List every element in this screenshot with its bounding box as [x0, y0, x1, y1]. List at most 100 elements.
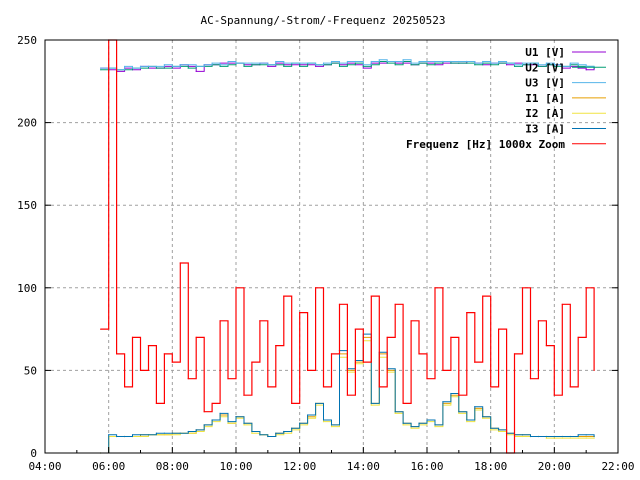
legend-label: U2 [V] [525, 61, 565, 74]
data-point [458, 60, 460, 63]
data-point [330, 353, 333, 355]
data-point [203, 411, 205, 413]
legend-label: I2 [A] [525, 107, 565, 120]
data-point [561, 67, 563, 69]
data-point [426, 378, 428, 380]
data-point [275, 60, 277, 63]
data-point [100, 328, 102, 330]
data-point [235, 62, 237, 64]
x-tick-label: 18:00 [474, 460, 507, 473]
data-point [513, 65, 516, 68]
data-point [163, 64, 165, 66]
data-point [330, 60, 333, 63]
data-point [171, 432, 173, 434]
data-point [537, 65, 540, 68]
data-point [442, 60, 444, 63]
data-point [569, 437, 571, 439]
data-point [593, 369, 595, 371]
data-point [490, 64, 492, 66]
data-point [354, 62, 356, 64]
data-point [466, 421, 468, 423]
data-point [131, 67, 134, 69]
data-point [163, 353, 165, 355]
data-point [116, 353, 118, 355]
y-tick-label: 0 [30, 447, 37, 460]
data-point [147, 345, 150, 347]
data-point [402, 424, 404, 426]
data-point [251, 62, 253, 64]
data-point [283, 430, 285, 433]
data-point [418, 422, 420, 424]
data-point [585, 69, 587, 71]
data-point [561, 435, 563, 438]
data-point [434, 287, 436, 289]
data-point [537, 320, 540, 322]
y-tick-label: 50 [24, 364, 37, 377]
data-point [482, 60, 484, 63]
data-point [139, 435, 142, 438]
data-point [545, 435, 547, 438]
data-point [235, 287, 237, 289]
x-tick-label: 20:00 [538, 460, 571, 473]
data-point [362, 67, 364, 69]
data-point [482, 416, 484, 418]
data-point [402, 422, 404, 424]
legend-label: I1 [A] [525, 92, 565, 105]
data-point [386, 60, 388, 63]
data-point [553, 435, 555, 438]
data-point [561, 303, 563, 305]
chart-title: AC-Spannung/-Strom/-Frequenz 20250523 [200, 14, 445, 27]
legend-label: U3 [V] [525, 77, 565, 90]
x-tick-label: 16:00 [410, 460, 443, 473]
data-point [322, 421, 325, 423]
data-point [267, 386, 269, 388]
data-point [545, 437, 547, 439]
data-point [442, 369, 444, 371]
data-point [187, 430, 189, 433]
data-point [529, 378, 532, 380]
data-point [251, 430, 253, 433]
data-point [307, 369, 309, 371]
data-point [569, 435, 571, 438]
x-tick-label: 12:00 [283, 460, 316, 473]
data-point [330, 424, 333, 426]
data-point [251, 361, 253, 363]
data-point [314, 402, 317, 405]
data-point [227, 60, 229, 63]
data-point [386, 336, 388, 338]
data-point [219, 64, 221, 66]
data-point [442, 401, 444, 403]
data-point [267, 435, 269, 438]
data-point [490, 386, 492, 388]
data-point [235, 416, 237, 418]
data-point [370, 404, 372, 406]
data-point [466, 62, 468, 64]
data-point [251, 64, 253, 66]
data-point [219, 65, 221, 68]
data-point [585, 435, 587, 438]
legend-label: U1 [V] [525, 46, 565, 59]
data-point [203, 64, 205, 66]
data-point [482, 295, 484, 297]
data-point [346, 64, 349, 66]
data-point [561, 437, 563, 439]
y-axis: 0 50 100 150 200 250 [17, 34, 618, 460]
data-point [195, 336, 197, 338]
data-point [179, 64, 181, 66]
data-point [283, 62, 285, 64]
data-point [426, 419, 428, 421]
data-point [402, 59, 404, 61]
data-point [187, 64, 189, 66]
data-point [299, 422, 301, 424]
data-point [593, 437, 595, 439]
y-tick-label: 100 [17, 282, 37, 295]
x-tick-label: 10:00 [219, 460, 252, 473]
data-point [291, 402, 293, 405]
x-axis: 04:00 06:00 08:00 10:00 12:00 14:00 16:00 18:00… [28, 447, 635, 473]
data-point [163, 67, 165, 69]
data-point [275, 345, 277, 347]
data-point [474, 62, 476, 64]
data-point [251, 432, 253, 434]
legend-label: I3 [A] [525, 123, 565, 136]
data-point [116, 435, 118, 438]
